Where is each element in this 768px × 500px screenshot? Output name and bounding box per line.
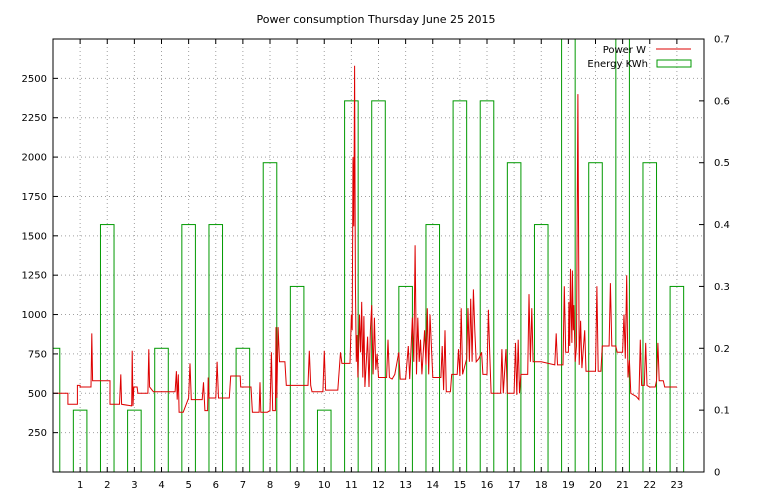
power-series xyxy=(53,65,677,413)
grid-layer xyxy=(53,39,704,472)
energy-bar xyxy=(52,347,61,473)
x-tick-label: 8 xyxy=(267,480,273,491)
x-tick-label: 2 xyxy=(104,480,110,491)
energy-bar xyxy=(479,100,495,473)
y2-tick-label: 0.4 xyxy=(714,220,730,231)
power-line xyxy=(53,65,677,413)
energy-bar xyxy=(181,224,196,473)
y-tick-label: 750 xyxy=(28,349,47,360)
energy-bar xyxy=(154,347,169,473)
x-tick-label: 18 xyxy=(535,480,548,491)
energy-bar xyxy=(506,162,522,473)
energy-bar xyxy=(642,162,658,473)
y2-tick-label: 0.3 xyxy=(714,282,730,293)
x-tick-label: 14 xyxy=(426,480,439,491)
y-tick-label: 2500 xyxy=(22,74,47,85)
x-tick-label: 20 xyxy=(589,480,602,491)
x-tick-label: 10 xyxy=(318,480,331,491)
x-tick-label: 3 xyxy=(131,480,137,491)
legend-energy-label: Energy KWh xyxy=(587,59,648,70)
x-tick-label: 1 xyxy=(77,480,83,491)
energy-bar xyxy=(533,224,549,473)
y-tick-label: 500 xyxy=(28,389,47,400)
x-tick-label: 23 xyxy=(671,480,684,491)
x-tick-label: 4 xyxy=(158,480,164,491)
x-tick-label: 17 xyxy=(508,480,521,491)
energy-series xyxy=(52,38,685,473)
y2-tick-label: 0.1 xyxy=(714,406,730,417)
y-tick-label: 2000 xyxy=(22,153,47,164)
y-tick-label: 1000 xyxy=(22,310,47,321)
x-tick-label: 12 xyxy=(372,480,385,491)
y2-tick-label: 0.6 xyxy=(714,96,730,107)
x-tick-label: 22 xyxy=(643,480,656,491)
legend-power-label: Power W xyxy=(603,45,646,56)
energy-bar xyxy=(235,347,251,473)
x-tick-label: 11 xyxy=(345,480,358,491)
y2-tick-label: 0 xyxy=(714,468,720,479)
x-tick-label: 9 xyxy=(294,480,300,491)
y2-tick-label: 0.5 xyxy=(714,158,730,169)
energy-bar xyxy=(452,100,468,473)
energy-bar xyxy=(371,100,386,473)
x-tick-label: 13 xyxy=(399,480,412,491)
x-tick-label: 7 xyxy=(240,480,246,491)
axis-ticks: 1 2 3 4 5 6 7 8 9 10 11 12 13 14 15 16 17 18 19 20 21 22 23250… xyxy=(22,35,730,492)
y-tick-label: 250 xyxy=(28,428,47,439)
y2-tick-label: 0.2 xyxy=(714,344,730,355)
energy-bar xyxy=(262,162,278,473)
y-tick-label: 1250 xyxy=(22,271,47,282)
energy-bar xyxy=(588,162,603,473)
x-tick-label: 16 xyxy=(481,480,494,491)
x-tick-label: 6 xyxy=(213,480,219,491)
y-tick-label: 2250 xyxy=(22,113,47,124)
energy-bar xyxy=(208,224,224,473)
legend: Power W Energy KWh xyxy=(587,45,692,70)
x-tick-label: 21 xyxy=(616,480,629,491)
y-tick-label: 1750 xyxy=(22,192,47,203)
y2-tick-label: 0.7 xyxy=(714,35,730,46)
x-tick-label: 19 xyxy=(562,480,575,491)
energy-bar xyxy=(344,100,359,473)
y-tick-label: 1500 xyxy=(22,231,47,242)
x-tick-label: 5 xyxy=(185,480,191,491)
energy-bar xyxy=(99,224,115,473)
x-tick-label: 15 xyxy=(454,480,467,491)
legend-energy-swatch xyxy=(656,59,692,68)
chart-title: Power consumption Thursday June 25 2015 xyxy=(256,13,495,26)
